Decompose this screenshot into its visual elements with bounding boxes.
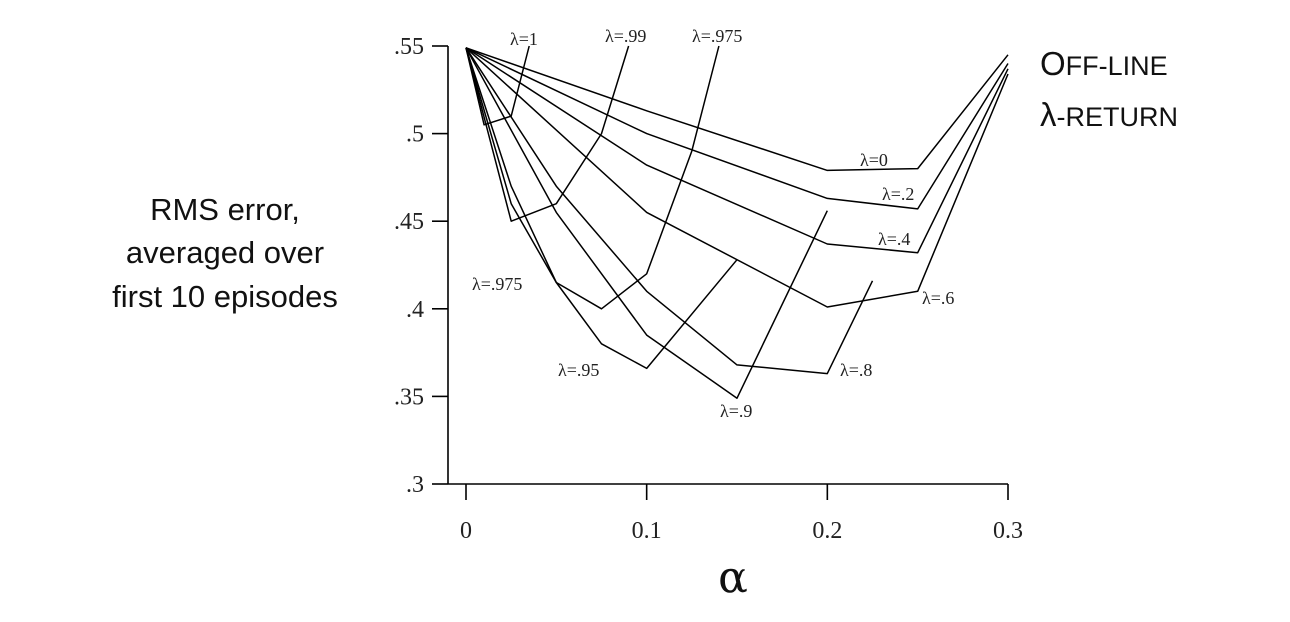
series-labels: λ=0 λ=.2 λ=.4 λ=.6 λ=.8 λ=.9 λ=.95 λ=.975 λ=.975…: [472, 26, 954, 421]
y-tick-label: .35: [394, 384, 424, 410]
series-label: λ=.95: [558, 360, 599, 380]
x-axis-label: α: [718, 552, 748, 603]
chart-title-line-1: OFF-LINE: [1040, 45, 1168, 82]
series-label: λ=.9: [720, 401, 752, 421]
y-axis-label-line-3: first 10 episodes: [112, 279, 338, 314]
series-line: [465, 45, 720, 310]
y-tick-label: .3: [406, 472, 424, 498]
y-tick-label: .55: [394, 34, 424, 60]
series-line: [465, 47, 1009, 172]
x-tick-label: 0.3: [993, 518, 1023, 544]
series-line: [465, 45, 530, 126]
series-label: λ=.99: [605, 26, 646, 46]
y-tick-label: .5: [406, 122, 424, 148]
series-line: [465, 47, 828, 399]
series-label: λ=.4: [878, 229, 910, 249]
series-label: λ=1: [510, 29, 538, 49]
series-label: λ=.975: [472, 274, 522, 294]
series-label: λ=.2: [882, 184, 914, 204]
series-line: [465, 47, 1009, 210]
y-axis-label-line-2: averaged over: [126, 235, 324, 270]
series-line: [465, 45, 630, 222]
y-axis-label-line-1: RMS error,: [150, 192, 300, 227]
y-axis-ticks: .3 .35 .4 .45 .5 .55: [394, 34, 448, 498]
y-tick-label: .4: [406, 297, 424, 323]
series-line: [465, 47, 1009, 254]
series-label: λ=.975: [692, 26, 742, 46]
x-tick-label: 0: [460, 518, 472, 544]
x-axis-ticks: 0 0.1 0.2 0.3: [460, 484, 1023, 544]
x-tick-label: 0.1: [632, 518, 662, 544]
x-tick-label: 0.2: [812, 518, 842, 544]
series-label: λ=.8: [840, 360, 872, 380]
chart-title-line-2: λ-RETURN: [1040, 96, 1178, 133]
series-line: [465, 47, 874, 375]
y-tick-label: .45: [394, 209, 424, 235]
series-lines: [465, 45, 1009, 399]
series-line: [465, 47, 738, 370]
series-label: λ=0: [860, 150, 888, 170]
series-label: λ=.6: [922, 288, 954, 308]
